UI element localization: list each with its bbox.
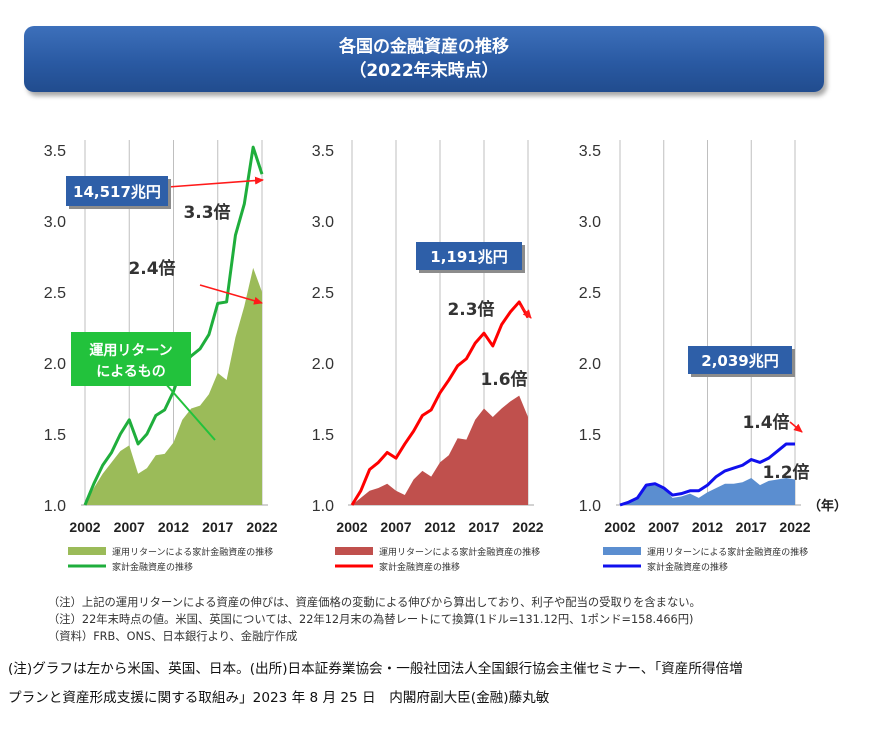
- x-tick-label: 2017: [736, 519, 767, 535]
- area-series-returns: [620, 478, 795, 505]
- y-tick-label: 3.0: [579, 214, 601, 231]
- x-tick-label: 2007: [380, 519, 411, 535]
- uk-amount-callout-text: 1,191兆円: [430, 248, 507, 266]
- x-tick-label: 2017: [468, 519, 499, 535]
- title-banner: 各国の金融資産の推移 （2022年末時点）: [24, 26, 824, 92]
- jp-amount-callout-text: 2,039兆円: [701, 352, 778, 370]
- y-tick-label: 2.0: [312, 356, 334, 373]
- chart-title: 各国の金融資産の推移: [339, 37, 509, 57]
- x-tick-label: 2002: [604, 519, 635, 535]
- line-series-total: [350, 300, 530, 506]
- x-tick-label: 2017: [202, 519, 233, 535]
- jp-ratio-area: 1.2倍: [762, 462, 809, 483]
- us-return-callout-line1: 運用リターン: [89, 343, 172, 359]
- x-unit-label: （年）: [808, 498, 847, 514]
- source-line-1: (注)グラフは左から米国、英国、日本。(出所)日本証券業協会・一般社団法人全国銀…: [8, 661, 743, 677]
- us-amount-callout-text: 14,517兆円: [73, 183, 161, 201]
- y-tick-label: 3.5: [579, 143, 601, 160]
- uk-amount-callout-box: [416, 242, 522, 270]
- us-return-callout-box: [71, 332, 191, 386]
- y-tick-label: 1.0: [579, 498, 601, 515]
- y-tick-label: 3.5: [44, 143, 66, 160]
- y-tick-label: 1.5: [44, 427, 66, 444]
- note-3: （資料）FRB、ONS、日本銀行より、金融庁作成: [48, 630, 298, 643]
- source-line-2: プランと資産形成支援に関する取組み」2023 年 8 月 25 日 内閣府副大臣…: [8, 690, 550, 706]
- legend-label-line: 家計金融資産の推移: [647, 561, 728, 573]
- legend-swatch-area: [335, 547, 373, 555]
- y-tick-label: 1.0: [44, 498, 66, 515]
- us-ratio-area: 2.4倍: [128, 258, 175, 279]
- legend-label-line: 家計金融資産の推移: [379, 561, 460, 573]
- y-tick-label: 1.5: [312, 427, 334, 444]
- y-tick-label: 1.5: [579, 427, 601, 444]
- us-return-pointer: [164, 382, 216, 441]
- line-series-total: [619, 442, 795, 507]
- us-amount-arrow: [167, 176, 264, 188]
- jp-amount-callout-box: [688, 346, 792, 374]
- uk-ratio-area: 1.6倍: [480, 369, 527, 390]
- legend-swatch-area: [603, 547, 641, 555]
- x-tick-label: 2007: [648, 519, 679, 535]
- legend-label-area: 運用リターンによる家計金融資産の推移: [112, 546, 273, 558]
- x-tick-label: 2022: [779, 519, 810, 535]
- legend-swatch-area: [68, 547, 106, 555]
- y-tick-label: 2.5: [44, 285, 66, 302]
- x-tick-label: 2012: [158, 519, 189, 535]
- x-tick-label: 2002: [336, 519, 367, 535]
- y-tick-label: 1.0: [312, 498, 334, 515]
- y-tick-label: 3.5: [312, 143, 334, 160]
- uk-ratio-arrow: [519, 304, 532, 319]
- y-tick-label: 2.0: [579, 356, 601, 373]
- legend-label-line: 家計金融資産の推移: [112, 561, 193, 573]
- jp-ratio-line: 1.4倍: [742, 412, 789, 433]
- note-2: （注）22年末時点の値。米国、英国については、22年12月末の為替レートにて換算…: [48, 613, 694, 626]
- area-series-returns: [352, 395, 528, 505]
- x-tick-label: 2022: [246, 519, 277, 535]
- x-tick-label: 2002: [69, 519, 100, 535]
- x-tick-label: 2012: [692, 519, 723, 535]
- us-amount-callout-box: [66, 176, 168, 206]
- uk-ratio-line: 2.3倍: [447, 299, 494, 320]
- x-tick-label: 2007: [114, 519, 145, 535]
- area-series-returns: [85, 267, 262, 505]
- legend-label-area: 運用リターンによる家計金融資産の推移: [647, 546, 808, 558]
- y-tick-label: 3.0: [312, 214, 334, 231]
- x-tick-label: 2022: [512, 519, 543, 535]
- legend-label-area: 運用リターンによる家計金融資産の推移: [379, 546, 540, 558]
- us-ratio-arrow: [199, 284, 263, 305]
- y-tick-label: 2.5: [579, 285, 601, 302]
- y-tick-label: 2.5: [312, 285, 334, 302]
- chart-subtitle: （2022年末時点）: [349, 61, 499, 81]
- y-tick-label: 3.0: [44, 214, 66, 231]
- y-tick-label: 2.0: [44, 356, 66, 373]
- jp-ratio-arrow: [789, 421, 803, 433]
- note-1: （注）上記の運用リターンによる資産の伸びは、資産価格の変動による伸びから算出して…: [48, 596, 701, 609]
- x-tick-label: 2012: [424, 519, 455, 535]
- us-return-callout-line2: によるもの: [96, 364, 166, 380]
- us-ratio-line: 3.3倍: [183, 202, 230, 223]
